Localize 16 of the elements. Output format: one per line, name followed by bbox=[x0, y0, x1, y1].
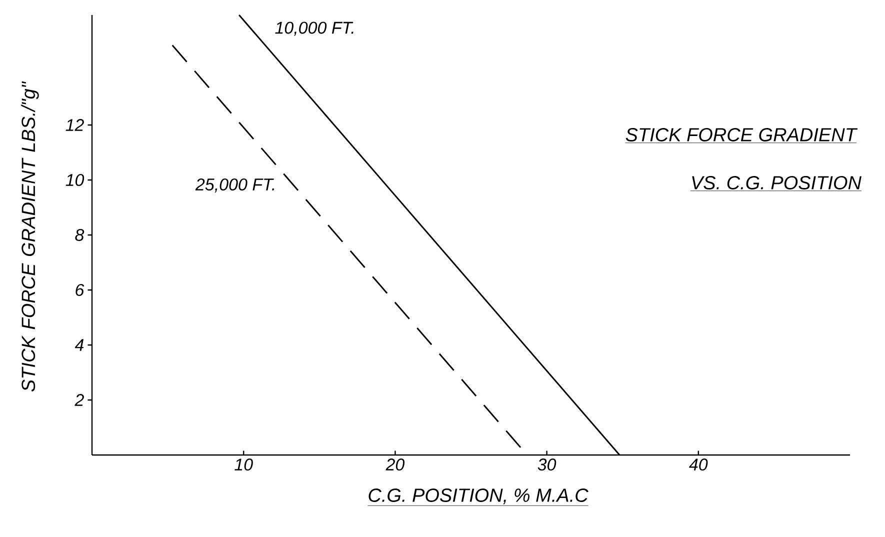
annotation: 10,000 FT. bbox=[275, 22, 354, 36]
x-tick-label: 10 bbox=[234, 458, 253, 471]
x-axis-title: C.G. POSITION, % M.A.C bbox=[368, 488, 588, 504]
x-tick-label: 20 bbox=[386, 458, 405, 471]
y-tick-label: 6 bbox=[76, 284, 84, 296]
text: VS. C.G. POSITION bbox=[692, 176, 862, 190]
y-tick-label: 10 bbox=[66, 174, 84, 186]
y-tick-label: 2 bbox=[74, 394, 84, 406]
y-tick-label: 4 bbox=[74, 339, 84, 351]
y-axis-title: STICK FORCE GRADIENT LBS./"g" bbox=[21, 81, 39, 392]
annotation: 25,000 FT. bbox=[195, 178, 274, 193]
x-tick-label: 40 bbox=[689, 458, 708, 471]
text: STICK FORCE GRADIENT bbox=[626, 128, 858, 142]
y-tick-label: 8 bbox=[75, 228, 84, 242]
x-tick-label: 30 bbox=[538, 458, 556, 471]
y-tick-label: 12 bbox=[66, 119, 84, 131]
